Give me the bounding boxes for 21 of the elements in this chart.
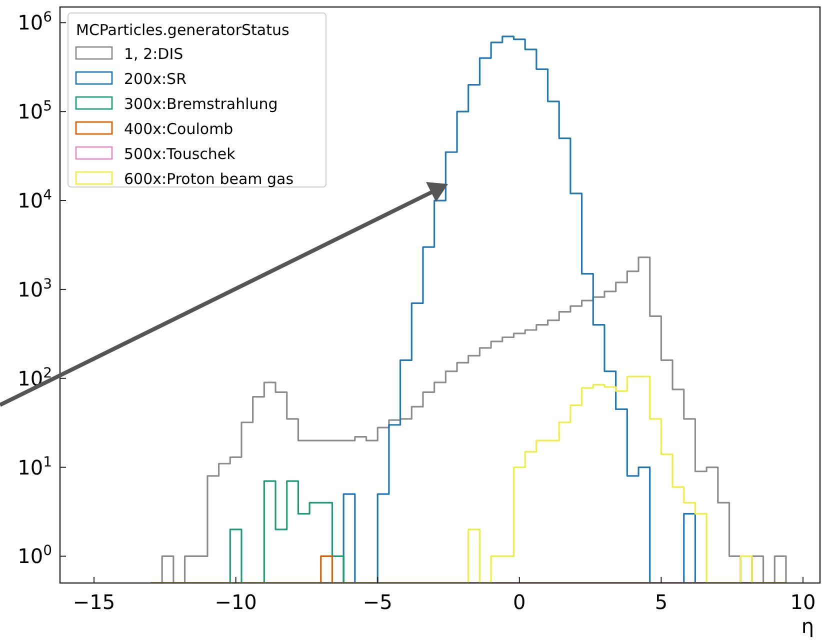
- legend-label: 400x:Coulomb: [124, 120, 234, 138]
- legend-label: 500x:Touschek: [124, 145, 236, 163]
- x-tick-label: −15: [72, 590, 116, 614]
- y-tick-label: 10$^{3}$: [18, 276, 52, 302]
- legend-label: 300x:Bremstrahlung: [124, 95, 278, 113]
- y-tick-label: 10$^{1}$: [18, 454, 52, 480]
- legend-label: 200x:SR: [124, 70, 187, 88]
- y-tick-label: 10$^{2}$: [18, 365, 52, 390]
- y-tick-label: 10$^{4}$: [18, 188, 52, 213]
- x-tick-label: −5: [362, 590, 392, 614]
- y-tick-label: 10$^{6}$: [18, 10, 52, 35]
- legend-label: 600x:Proton beam gas: [124, 170, 294, 188]
- x-tick-label: −10: [214, 590, 257, 614]
- legend-title: MCParticles.generatorStatus: [76, 21, 290, 39]
- x-tick-label: 0: [513, 590, 526, 614]
- x-tick-label: 5: [654, 590, 668, 614]
- legend-label: 1, 2:DIS: [124, 45, 184, 63]
- x-axis-title: η: [801, 614, 814, 638]
- y-tick-label: 10$^{0}$: [18, 543, 52, 568]
- y-tick-label: 10$^{5}$: [18, 98, 52, 124]
- x-tick-label: 10: [790, 590, 816, 614]
